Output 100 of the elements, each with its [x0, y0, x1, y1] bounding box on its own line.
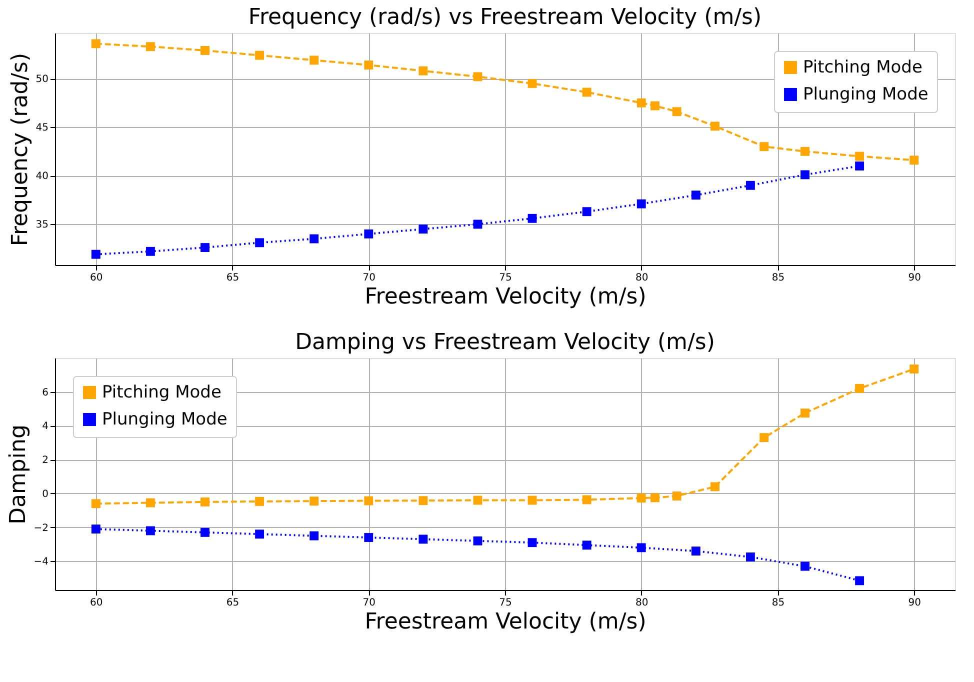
x-tick-label: 90 — [908, 272, 921, 284]
y-axis-title: Frequency (rad/s) — [8, 52, 33, 246]
point — [710, 482, 720, 492]
point — [582, 207, 592, 216]
y-axis-title: Damping — [6, 424, 31, 524]
point — [364, 60, 374, 70]
x-axis-title: Freestream Velocity (m/s) — [364, 610, 646, 634]
x-tick-label: 80 — [635, 272, 648, 284]
point — [310, 496, 319, 506]
chart-title: Damping vs Freestream Velocity (m/s) — [295, 330, 715, 355]
point — [800, 408, 810, 418]
point — [528, 214, 537, 223]
x-tick-label: 65 — [226, 598, 240, 608]
x-tick-label: 90 — [908, 598, 921, 608]
point — [760, 433, 769, 442]
point — [636, 543, 646, 552]
point — [855, 576, 864, 586]
point — [855, 384, 864, 393]
point — [146, 498, 155, 508]
point — [636, 199, 646, 208]
point — [200, 46, 210, 55]
point — [855, 162, 864, 170]
point — [473, 220, 482, 229]
y-tick-label: 50 — [36, 74, 48, 86]
point — [800, 146, 810, 156]
point — [200, 528, 210, 537]
x-axis-title: Freestream Velocity (m/s) — [364, 284, 646, 310]
point — [91, 250, 100, 259]
y-tick-label: 2 — [42, 455, 48, 466]
point — [364, 496, 374, 506]
point — [310, 234, 319, 244]
x-tick-label: 60 — [90, 272, 103, 284]
point — [855, 152, 864, 161]
y-tick-label: −2 — [34, 522, 48, 534]
legend-label: Pitching Mode — [803, 58, 922, 78]
point — [91, 524, 100, 534]
x-tick-label: 70 — [362, 272, 376, 284]
point — [710, 122, 720, 131]
point — [800, 170, 810, 180]
chart-title: Frequency (rad/s) vs Freestream Velocity (m/s) — [248, 5, 762, 30]
point — [255, 530, 264, 539]
point — [636, 494, 646, 503]
point — [418, 66, 428, 76]
point — [528, 496, 537, 505]
point — [528, 79, 537, 88]
point — [91, 499, 100, 508]
point — [200, 243, 210, 252]
y-tick-label: 4 — [42, 421, 48, 432]
point — [473, 72, 482, 82]
point — [746, 552, 755, 562]
y-tick-label: 45 — [36, 122, 48, 134]
x-tick-label: 85 — [772, 272, 785, 284]
legend-label: Plunging Mode — [803, 84, 928, 104]
point — [418, 534, 428, 544]
point — [146, 526, 155, 536]
y-tick-label: −4 — [34, 556, 48, 568]
point — [364, 533, 374, 542]
x-tick-label: 85 — [772, 598, 785, 608]
point — [910, 364, 919, 374]
x-tick-label: 65 — [226, 272, 240, 284]
point — [418, 496, 428, 506]
point — [582, 495, 592, 504]
point — [146, 246, 155, 256]
x-tick-label: 70 — [362, 598, 376, 608]
point — [255, 238, 264, 248]
point — [310, 531, 319, 540]
y-tick-label: 35 — [36, 220, 48, 231]
point — [310, 56, 319, 65]
point — [528, 538, 537, 548]
point — [91, 39, 100, 48]
x-tick-label: 75 — [499, 272, 512, 284]
x-tick-label: 80 — [635, 598, 648, 608]
point — [650, 493, 660, 502]
legend-label: Plunging Mode — [102, 410, 228, 430]
point — [473, 496, 482, 505]
x-tick-label: 75 — [499, 598, 512, 608]
y-tick-label: 6 — [42, 387, 48, 398]
point — [760, 142, 769, 152]
point — [255, 50, 264, 60]
point — [800, 562, 810, 571]
point — [473, 536, 482, 546]
x-tick-label: 60 — [90, 598, 103, 608]
point — [418, 224, 428, 234]
point — [910, 156, 919, 165]
point — [364, 229, 374, 238]
y-tick-label: 0 — [42, 488, 48, 500]
point — [672, 107, 682, 116]
point — [746, 180, 755, 190]
point — [582, 540, 592, 550]
point — [255, 496, 264, 506]
point — [691, 546, 700, 556]
point — [200, 497, 210, 506]
point — [146, 42, 155, 52]
point — [636, 98, 646, 108]
point — [672, 492, 682, 500]
y-tick-label: 40 — [36, 171, 48, 182]
point — [582, 88, 592, 97]
legend-label: Pitching Mode — [102, 382, 222, 402]
point — [650, 101, 660, 110]
point — [691, 190, 700, 200]
